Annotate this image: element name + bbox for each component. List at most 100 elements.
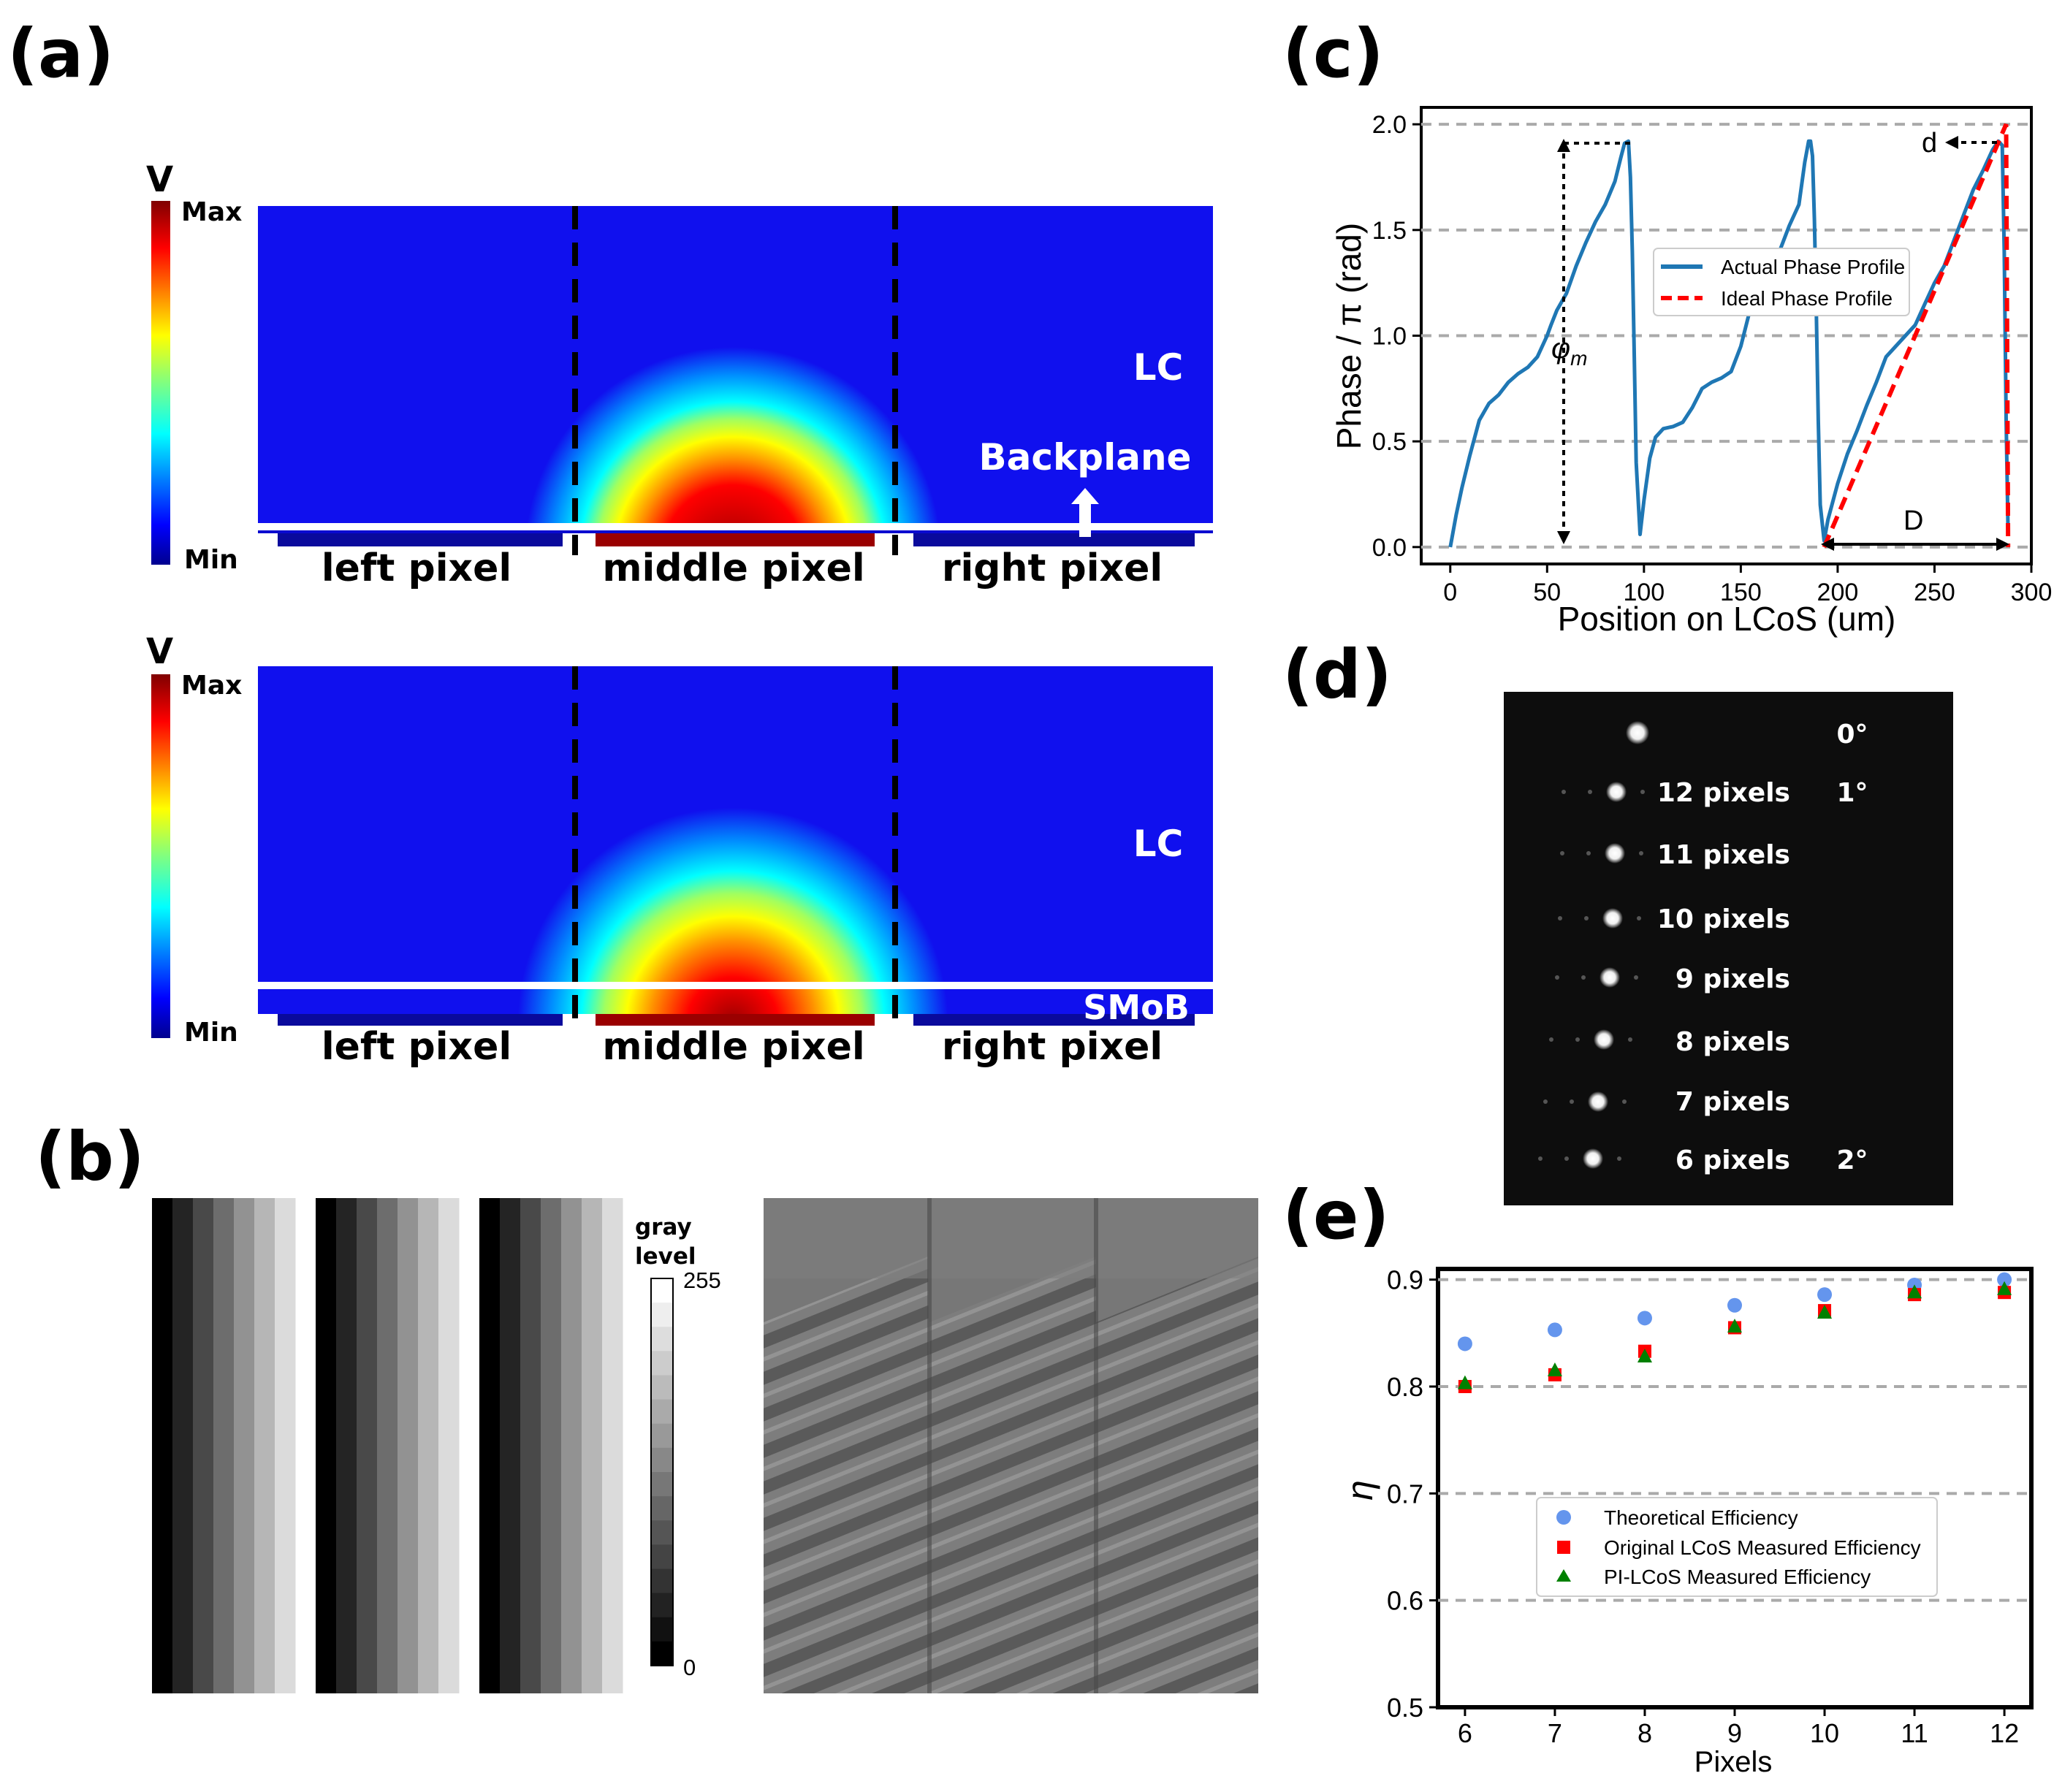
phi-m-label: φm [1551,332,1587,370]
left-electrode-bottom [278,1014,563,1026]
blaze-1-step-4 [234,1198,255,1693]
diffraction-side-order [1549,1037,1553,1042]
point-triangle-6 [1457,1375,1472,1389]
smob-label: SMoB [1083,988,1190,1027]
gray-colorbar-step [651,1351,673,1376]
diffraction-side-order [1622,1099,1627,1104]
x-tick-label-e: 7 [1548,1718,1562,1748]
middle-electrode-top [596,533,875,546]
diffraction-spot [1605,843,1625,863]
colorbar-min-top: Min [184,545,238,575]
diffraction-side-order [1538,1156,1543,1161]
angle-label-2: 2° [1836,1145,1868,1175]
legend-actual-label: Actual Phase Profile [1721,256,1905,278]
point-circle-12 [1997,1272,2012,1287]
spot-label-8: 8 pixels [1675,1027,1790,1057]
gray-colorbar-step [651,1641,673,1666]
y-axis-label-e: η [1339,1480,1380,1501]
colorbar-label-bottom: V [146,631,173,672]
gray-colorbar-step [651,1617,673,1642]
panel-c-phase-chart: 0.0 0.5 1.0 1.5 2.0 0 50 100 150 200 250 300 φm d D… [1330,106,2053,638]
blaze-2-step-4 [398,1198,419,1693]
colorbar-label-top: V [146,159,173,200]
point-triangle-8 [1637,1349,1652,1362]
spot-label-11: 11 pixels [1657,840,1790,870]
blaze-1-step-0 [152,1198,173,1693]
chart-e-frame [1436,1267,2034,1709]
gray-colorbar-step [651,1472,673,1497]
backplane-arrow-icon [1071,488,1099,537]
blaze-1-step-5 [254,1198,275,1693]
d-label: d [1922,128,1937,159]
panel-a-bottom: V Max Min LC SMoB left pixel middle pixe… [146,631,1213,1069]
legend-ideal-label: Ideal Phase Profile [1721,287,1893,310]
spot-label-12: 12 pixels [1657,778,1790,808]
diffraction-spot [1606,782,1627,802]
diffraction-spot [1600,967,1620,988]
y-tick-label-c: 1.5 [1372,217,1407,245]
y-tick-label-c: 0.0 [1372,534,1407,562]
lc-label-top: LC [1133,346,1184,389]
y-tick-label-e: 0.5 [1387,1693,1423,1723]
blaze-2-step-5 [418,1198,439,1693]
x-tick-label-c: 300 [2011,579,2053,606]
spot-label-10: 10 pixels [1657,904,1790,934]
angle-label-1: 1° [1836,778,1868,808]
diffraction-spot [1602,908,1623,929]
legend-theoretical-label: Theoretical Efficiency [1604,1506,1798,1529]
legend-c [1653,248,1910,316]
panel-b: gray level 255 0 [152,1198,1258,1693]
gray-colorbar-step [651,1593,673,1618]
gray-colorbar-step [651,1447,673,1473]
point-triangle-12 [1997,1281,2012,1295]
x-tick-label-c: 100 [1623,579,1665,606]
point-circle-9 [1727,1297,1742,1313]
point-circle-7 [1547,1322,1562,1338]
diffraction-side-order [1558,916,1562,920]
legend-original-label: Original LCoS Measured Efficiency [1604,1536,1921,1559]
diffraction-side-order [1628,1037,1632,1042]
lc-label-bottom: LC [1133,823,1184,865]
blaze-3-step-4 [561,1198,582,1693]
y-tick-label-e: 0.8 [1387,1372,1423,1402]
blaze-3-step-3 [541,1198,562,1693]
gray-colorbar-min: 0 [683,1655,696,1680]
diffraction-side-order [1564,1156,1569,1161]
gray-colorbar-step [651,1375,673,1400]
x-tick-label-e: 11 [1901,1718,1928,1748]
legend-pi-swatch [1556,1569,1571,1582]
left-pixel-label-bottom: left pixel [322,1025,511,1069]
blaze-3-step-2 [520,1198,541,1693]
diffraction-side-order [1584,916,1589,920]
right-pixel-label-top: right pixel [942,546,1163,590]
spot-label-9: 9 pixels [1675,964,1790,994]
middle-pixel-label-top: middle pixel [602,546,864,590]
y-tick-label-e: 0.6 [1387,1586,1423,1616]
spot-label-7: 7 pixels [1675,1087,1790,1117]
D-label: D [1903,506,1923,536]
diffraction-side-order [1617,1156,1621,1161]
blaze-1-step-2 [193,1198,214,1693]
y-tick-label-c: 0.5 [1372,428,1407,456]
left-electrode-top [278,533,563,546]
x-tick-label-e: 10 [1810,1718,1839,1748]
y-tick-label-e: 0.9 [1387,1265,1423,1295]
blaze-3-step-0 [479,1198,501,1693]
blaze-3-step-5 [582,1198,603,1693]
diffraction-side-order [1581,975,1586,980]
diffraction-image [1504,692,1953,1205]
series-actual-phase-line [1448,139,2010,548]
point-circle-8 [1637,1311,1652,1326]
blaze-2-step-0 [316,1198,337,1693]
x-axis-label-c: Position on LCoS (um) [1558,600,1896,638]
diffraction-side-order [1560,851,1564,855]
diffraction-spot [1583,1148,1603,1169]
diffraction-side-order [1637,916,1641,920]
point-triangle-7 [1547,1362,1562,1377]
blaze-1-step-3 [213,1198,235,1693]
gray-colorbar-step [651,1303,673,1327]
gray-colorbar-step [651,1496,673,1521]
blaze-1-step-6 [275,1198,296,1693]
middle-electrode-bottom [596,1014,875,1026]
